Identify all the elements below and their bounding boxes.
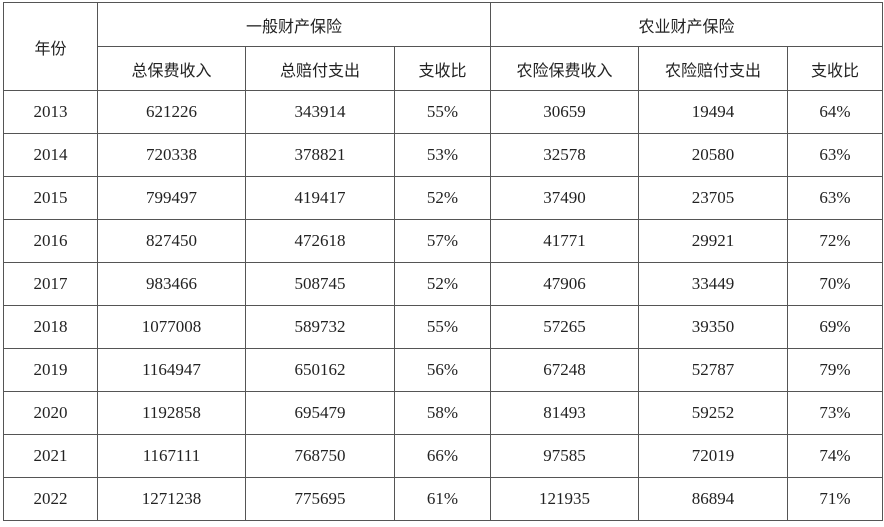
value-cell: 589732 <box>245 305 395 349</box>
value-cell: 29921 <box>638 219 788 263</box>
value-cell: 768750 <box>245 434 395 478</box>
table-row: 2019 1164947 650162 56% 67248 52787 79% <box>3 348 883 392</box>
value-cell: 52% <box>394 176 491 220</box>
value-cell: 378821 <box>245 133 395 177</box>
column-header: 支收比 <box>394 46 491 91</box>
value-cell: 695479 <box>245 391 395 435</box>
value-cell: 621226 <box>97 90 246 134</box>
table-row: 2021 1167111 768750 66% 97585 72019 74% <box>3 434 883 478</box>
value-cell: 20580 <box>638 133 788 177</box>
value-cell: 79% <box>787 348 883 392</box>
table-row: 2017 983466 508745 52% 47906 33449 70% <box>3 262 883 306</box>
value-cell: 121935 <box>490 477 639 521</box>
year-cell: 2019 <box>3 348 98 392</box>
year-cell: 2014 <box>3 133 98 177</box>
value-cell: 52% <box>394 262 491 306</box>
year-cell: 2015 <box>3 176 98 220</box>
value-cell: 23705 <box>638 176 788 220</box>
value-cell: 59252 <box>638 391 788 435</box>
year-cell: 2022 <box>3 477 98 521</box>
column-header: 总赔付支出 <box>245 46 395 91</box>
group-header-agricultural: 农业财产保险 <box>490 2 883 47</box>
value-cell: 37490 <box>490 176 639 220</box>
value-cell: 41771 <box>490 219 639 263</box>
column-header: 总保费收入 <box>97 46 246 91</box>
value-cell: 55% <box>394 90 491 134</box>
value-cell: 508745 <box>245 262 395 306</box>
year-header: 年份 <box>3 2 98 91</box>
value-cell: 1271238 <box>97 477 246 521</box>
value-cell: 47906 <box>490 262 639 306</box>
value-cell: 67248 <box>490 348 639 392</box>
value-cell: 63% <box>787 133 883 177</box>
value-cell: 32578 <box>490 133 639 177</box>
year-cell: 2017 <box>3 262 98 306</box>
year-cell: 2018 <box>3 305 98 349</box>
value-cell: 472618 <box>245 219 395 263</box>
table-row: 2015 799497 419417 52% 37490 23705 63% <box>3 176 883 220</box>
year-cell: 2016 <box>3 219 98 263</box>
value-cell: 57265 <box>490 305 639 349</box>
value-cell: 56% <box>394 348 491 392</box>
value-cell: 720338 <box>97 133 246 177</box>
table-row: 2014 720338 378821 53% 32578 20580 63% <box>3 133 883 177</box>
value-cell: 66% <box>394 434 491 478</box>
value-cell: 70% <box>787 262 883 306</box>
value-cell: 1167111 <box>97 434 246 478</box>
group-header-general: 一般财产保险 <box>97 2 491 47</box>
table-row: 2018 1077008 589732 55% 57265 39350 69% <box>3 305 883 349</box>
value-cell: 33449 <box>638 262 788 306</box>
value-cell: 52787 <box>638 348 788 392</box>
year-cell: 2021 <box>3 434 98 478</box>
table-row: 2013 621226 343914 55% 30659 19494 64% <box>3 90 883 134</box>
value-cell: 74% <box>787 434 883 478</box>
column-header: 农险保费收入 <box>490 46 639 91</box>
value-cell: 775695 <box>245 477 395 521</box>
value-cell: 983466 <box>97 262 246 306</box>
column-header: 支收比 <box>787 46 883 91</box>
value-cell: 343914 <box>245 90 395 134</box>
value-cell: 39350 <box>638 305 788 349</box>
value-cell: 1192858 <box>97 391 246 435</box>
insurance-table: 年份 一般财产保险 农业财产保险 总保费收入 总赔付支出 支收比 农险保费收入 农险赔付… <box>3 2 883 521</box>
value-cell: 58% <box>394 391 491 435</box>
value-cell: 57% <box>394 219 491 263</box>
year-cell: 2013 <box>3 90 98 134</box>
table-row: 2016 827450 472618 57% 41771 29921 72% <box>3 219 883 263</box>
value-cell: 69% <box>787 305 883 349</box>
value-cell: 827450 <box>97 219 246 263</box>
value-cell: 72019 <box>638 434 788 478</box>
value-cell: 63% <box>787 176 883 220</box>
value-cell: 97585 <box>490 434 639 478</box>
value-cell: 53% <box>394 133 491 177</box>
value-cell: 86894 <box>638 477 788 521</box>
value-cell: 55% <box>394 305 491 349</box>
value-cell: 72% <box>787 219 883 263</box>
table-row: 2022 1271238 775695 61% 121935 86894 71% <box>3 477 883 521</box>
value-cell: 650162 <box>245 348 395 392</box>
value-cell: 61% <box>394 477 491 521</box>
value-cell: 30659 <box>490 90 639 134</box>
value-cell: 73% <box>787 391 883 435</box>
value-cell: 419417 <box>245 176 395 220</box>
table-row: 2020 1192858 695479 58% 81493 59252 73% <box>3 391 883 435</box>
column-header: 农险赔付支出 <box>638 46 788 91</box>
value-cell: 81493 <box>490 391 639 435</box>
value-cell: 1077008 <box>97 305 246 349</box>
value-cell: 799497 <box>97 176 246 220</box>
value-cell: 19494 <box>638 90 788 134</box>
value-cell: 71% <box>787 477 883 521</box>
year-cell: 2020 <box>3 391 98 435</box>
value-cell: 64% <box>787 90 883 134</box>
value-cell: 1164947 <box>97 348 246 392</box>
